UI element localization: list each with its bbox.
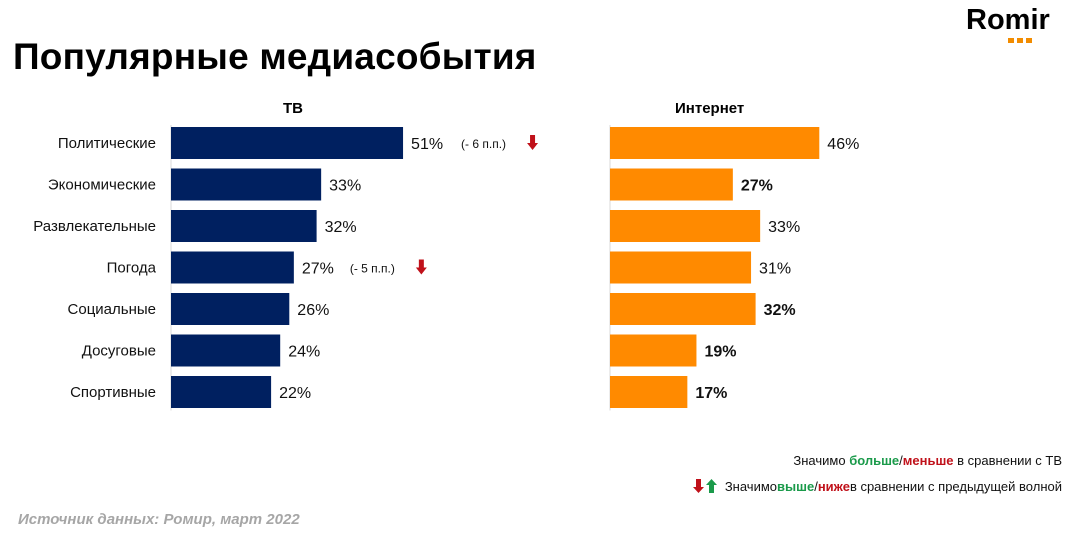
bar-internet [610,127,820,159]
bar-internet [610,376,688,408]
bar-tv [171,293,290,325]
source-note: Источник данных: Ромир, март 2022 [18,511,300,528]
legend-lower-label: ниже [817,478,850,494]
tv-panel-title: ТВ [283,100,303,117]
logo-dots-icon [1008,38,1032,43]
bar-internet [610,293,756,325]
data-label: 22% [279,385,311,402]
bar-tv [171,210,317,242]
data-label: 27% [302,261,334,278]
legend-vs-tv-prefix: Значимо [793,453,850,468]
data-label: 31% [759,261,791,278]
page-title: Популярные медиасобытия [13,36,537,77]
legend-vs-previous-wave: Значимо выше / ниже в сравнении с предыдущ… [692,478,1062,494]
category-label: Экономические [48,177,156,194]
data-label: 33% [329,178,361,195]
data-label: 24% [288,344,320,361]
legend-more-label: больше [849,453,900,468]
legend-wave-slash: / [814,478,818,494]
legend-vs-tv-slash: / [899,453,903,468]
logo-text: Romir [966,4,1050,36]
bar-internet [610,168,733,201]
change-note: (- 5 п.п.) [350,262,395,276]
legend-vs-tv-suffix: в сравнении с ТВ [953,453,1062,468]
data-label: 19% [704,344,736,361]
bar-internet [610,334,697,367]
bar-chart: Политические Экономические Развлекательные… [33,125,859,411]
category-label: Погода [107,260,157,277]
legend-higher-label: выше [777,478,815,494]
legend-vs-tv: Значимо больше/меньше в сравнении с ТВ [793,453,1062,468]
bar-tv [171,127,404,159]
data-label: 27% [741,178,773,195]
legend-wave-prefix: Значимо [724,478,778,494]
data-label: 32% [764,302,796,319]
data-label: 51% [411,136,443,153]
data-label: 33% [768,219,800,236]
romir-logo: Romir [966,4,1066,44]
bar-tv [171,334,281,367]
internet-panel-title: Интернет [675,100,745,117]
category-label: Политические [58,135,156,152]
bar-tv [171,376,272,408]
data-label: 32% [325,219,357,236]
data-label: 46% [827,136,859,153]
category-label: Спортивные [70,384,156,401]
down-arrow-icon [415,259,427,275]
data-label: 17% [695,385,727,402]
category-label: Развлекательные [33,218,156,235]
bar-tv [171,168,322,201]
bar-tv [171,251,294,284]
legend-wave-suffix: в сравнении с предыдущей волной [849,478,1062,494]
change-note: (- 6 п.п.) [461,137,506,151]
legend-less-label: меньше [902,453,954,468]
up-down-arrows-icon [692,478,717,494]
down-arrow-icon [527,135,539,150]
bar-internet [610,251,752,284]
category-label: Досуговые [82,343,156,360]
bar-internet [610,210,761,242]
category-label: Социальные [68,301,156,318]
data-label: 26% [297,302,329,319]
